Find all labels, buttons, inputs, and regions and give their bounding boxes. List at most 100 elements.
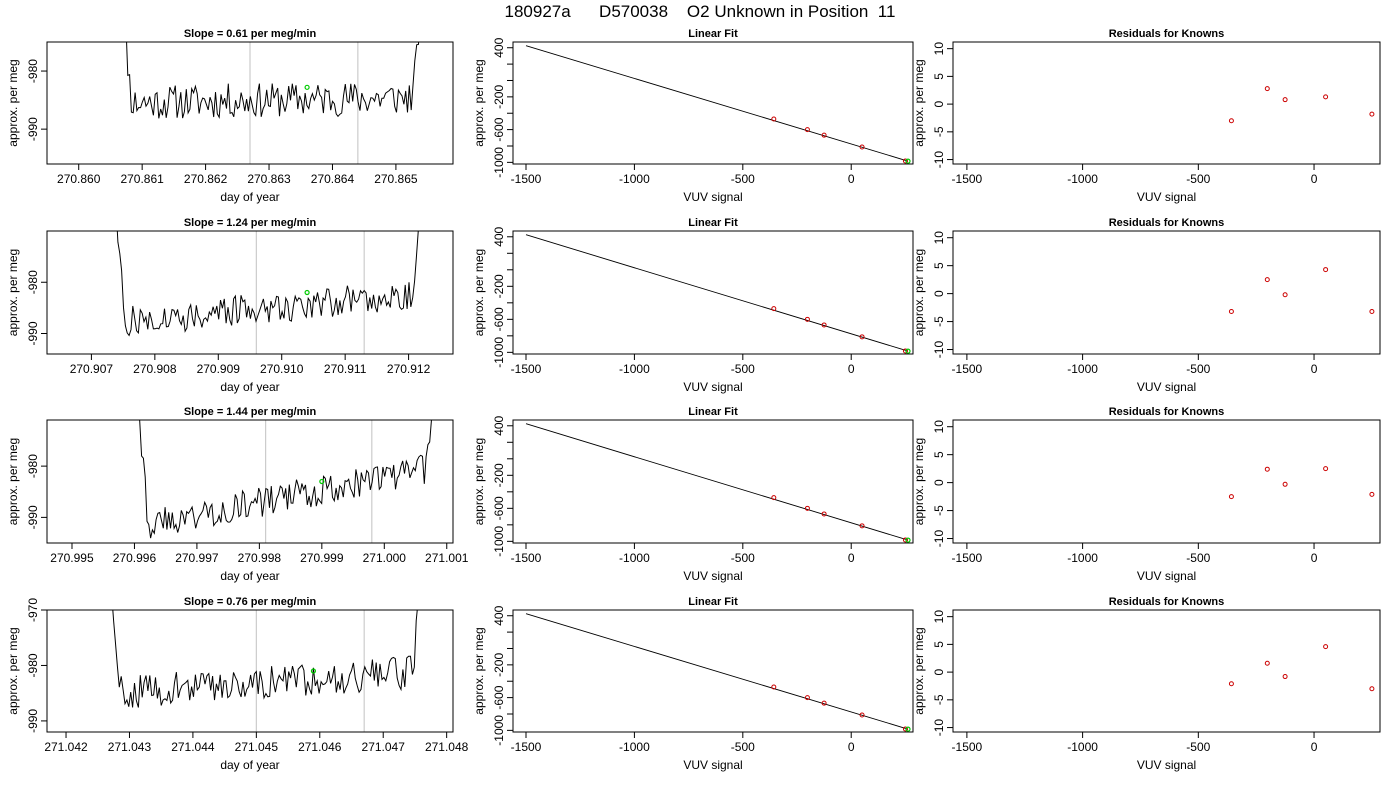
x-tick-label: -1500 (952, 362, 983, 376)
x-tick-label: 270.998 (238, 551, 282, 565)
y-tick-label: -990 (26, 709, 40, 733)
known-point (859, 712, 865, 718)
x-axis-label: day of year (220, 380, 279, 394)
x-tick-label: -1500 (511, 551, 542, 565)
residual-point (1282, 97, 1288, 103)
y-tick-label: -990 (26, 117, 40, 141)
panel-title: Slope = 0.61 per meg/min (184, 28, 317, 40)
x-axis-label: VUV signal (683, 758, 742, 772)
x-tick-label: 270.907 (70, 362, 114, 376)
known-point (771, 684, 777, 690)
y-tick-label: 0 (932, 290, 946, 297)
y-axis-label: approx. per meg (912, 59, 926, 146)
x-axis-label: VUV signal (683, 190, 742, 204)
residual-point (1282, 292, 1288, 298)
plot-frame (952, 41, 1381, 165)
x-tick-label: -1000 (619, 362, 650, 376)
measurement-trace (126, 42, 420, 120)
panel-title: Linear Fit (688, 217, 738, 229)
known-point (859, 144, 865, 150)
x-axis-label: VUV signal (683, 569, 742, 583)
y-tick-label: -5 (932, 505, 946, 516)
residual-point (1282, 481, 1288, 487)
y-axis-label: approx. per meg (472, 627, 486, 714)
residual-point (1228, 118, 1234, 124)
y-tick-label: 10 (932, 420, 946, 434)
x-tick-label: -1500 (511, 740, 542, 754)
y-tick-label: -1000 (492, 715, 506, 746)
panel-2-2: Linear Fit VUV signal approx. per meg -1500… (472, 217, 914, 394)
known-point (821, 132, 827, 138)
residual-point (1282, 674, 1288, 680)
known-point (859, 334, 865, 340)
plot-frame (512, 609, 914, 733)
y-axis-label: approx. per meg (912, 249, 926, 336)
plot-frame (512, 230, 914, 355)
residual-point (1264, 660, 1270, 666)
x-axis-label: VUV signal (1137, 758, 1196, 772)
y-tick-label: 10 (932, 231, 946, 245)
y-tick-label: 400 (492, 415, 506, 435)
unknown-point (905, 726, 911, 732)
y-tick-label: -10 (932, 719, 946, 737)
x-tick-label: 271.042 (44, 740, 88, 754)
known-point (821, 511, 827, 517)
y-axis-label: approx. per meg (472, 438, 486, 525)
plot-frame (952, 230, 1381, 355)
panel-title: Linear Fit (688, 28, 738, 40)
y-tick-label: -600 (492, 496, 506, 520)
y-tick-label: 10 (932, 610, 946, 624)
x-tick-label: 270.862 (184, 172, 228, 186)
residual-point (1228, 309, 1234, 315)
y-tick-label: -980 (26, 270, 40, 294)
x-tick-label: 0 (1311, 362, 1318, 376)
x-tick-label: -1500 (511, 172, 542, 186)
panel-title: Residuals for Knowns (1109, 406, 1225, 418)
y-tick-label: 400 (492, 37, 506, 57)
known-point (804, 316, 810, 322)
x-axis-label: day of year (220, 758, 279, 772)
plot-frame (512, 41, 914, 165)
x-tick-label: -1000 (1067, 362, 1098, 376)
x-tick-label: 271.048 (425, 740, 469, 754)
x-tick-label: 271.047 (362, 740, 406, 754)
x-tick-label: -1500 (952, 551, 983, 565)
y-tick-label: -5 (932, 316, 946, 327)
fit-line (525, 45, 909, 162)
fit-line (525, 423, 909, 541)
panel-2-3: Residuals for Knowns VUV signal approx. pe… (912, 217, 1381, 394)
x-tick-label: -500 (1186, 551, 1210, 565)
y-axis-label: approx. per meg (6, 627, 20, 714)
x-tick-label: 270.865 (374, 172, 418, 186)
y-axis-label: approx. per meg (912, 438, 926, 525)
known-point (821, 700, 827, 706)
y-tick-label: -980 (26, 454, 40, 478)
residual-point (1264, 86, 1270, 92)
y-tick-label: 5 (932, 641, 946, 648)
x-tick-label: -500 (1186, 362, 1210, 376)
plot-frame (512, 419, 914, 544)
panel-title: Slope = 1.24 per meg/min (184, 217, 317, 229)
known-point (771, 116, 777, 122)
y-tick-label: -980 (26, 59, 40, 83)
panel-title: Slope = 1.44 per meg/min (184, 406, 317, 418)
known-point (771, 495, 777, 501)
y-tick-label: -5 (932, 694, 946, 705)
y-axis-label: approx. per meg (472, 59, 486, 146)
fit-line (525, 613, 909, 730)
y-tick-label: -200 (492, 463, 506, 487)
y-axis-label: approx. per meg (6, 59, 20, 146)
x-tick-label: 270.910 (260, 362, 304, 376)
x-tick-label: -500 (1186, 172, 1210, 186)
residual-point (1369, 111, 1375, 117)
x-tick-label: -1500 (511, 362, 542, 376)
y-tick-label: -200 (492, 85, 506, 109)
y-axis-label: approx. per meg (912, 627, 926, 714)
x-tick-label: 270.999 (300, 551, 344, 565)
y-tick-label: -990 (26, 505, 40, 529)
panel-4-2: Linear Fit VUV signal approx. per meg -1500… (472, 596, 914, 772)
measurement-trace (139, 420, 432, 539)
known-point (859, 523, 865, 529)
y-tick-label: -200 (492, 274, 506, 298)
